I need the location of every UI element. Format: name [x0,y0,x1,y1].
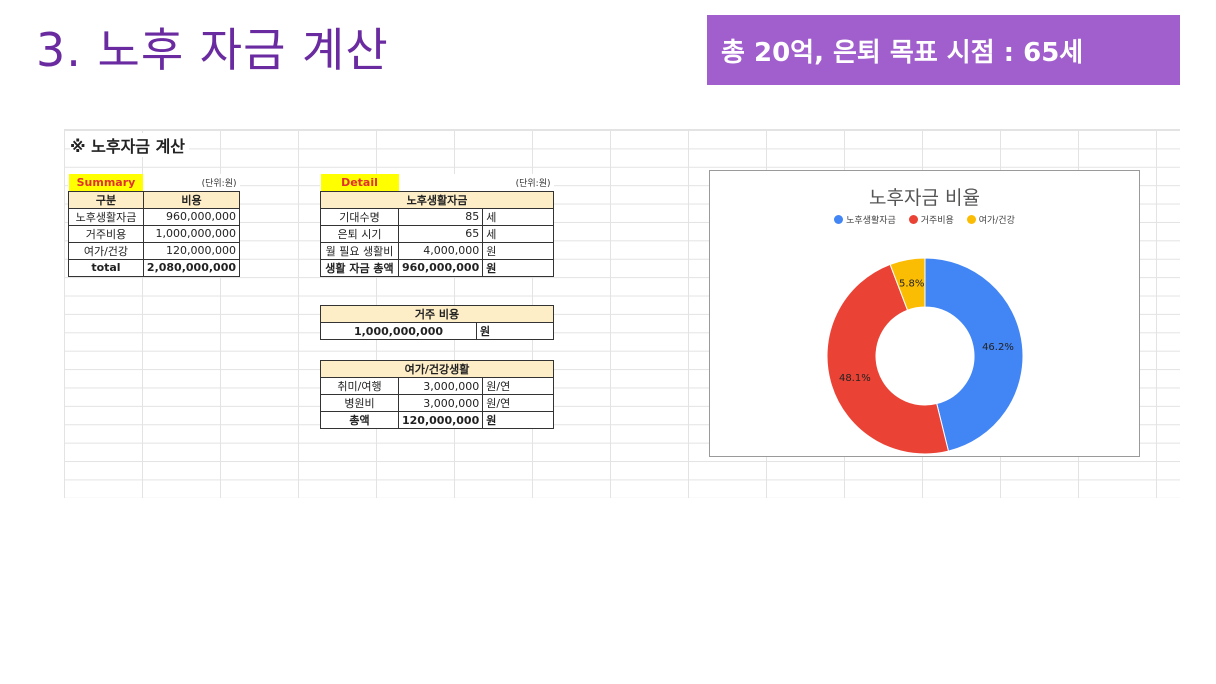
summary-total-value[interactable]: 2,080,000,000 [142,258,241,277]
detail-living-table: Detail (단위:원) 노후생활자금 기대수명 85 세 은퇴 시기 65 … [320,174,554,277]
table-row: 여가/건강 120,000,000 [68,241,241,260]
slice-label-3: 5.8% [899,279,924,290]
legend-label: 여가/건강 [978,216,1015,226]
table-row: 취미/여행 3,000,000 원/연 [320,377,554,395]
detail-housing-table: 거주 비용 1,000,000,000 원 [320,305,554,340]
legend-dot-icon [908,215,918,224]
summary-row-value[interactable]: 1,000,000,000 [142,224,241,243]
slice-label-1: 46.2% [982,342,1014,353]
summary-unit[interactable]: (단위:원) [201,178,237,189]
col-header-cost[interactable]: 비용 [142,190,241,209]
col-header-category[interactable]: 구분 [68,190,144,209]
table-row: 은퇴 시기 65 세 [320,224,554,243]
legend-dot-icon [834,215,844,224]
leisure-total-name[interactable]: 총액 [320,411,399,429]
leisure-row-unit[interactable]: 원/연 [482,377,554,395]
living-row-unit[interactable]: 원 [482,241,554,260]
housing-header[interactable]: 거주 비용 [320,305,554,323]
donut-slice-3[interactable] [889,257,926,311]
table-row: 총액 120,000,000 원 [320,411,554,429]
living-total-name[interactable]: 생활 자금 총액 [320,258,399,277]
chart-legend: 노후생활자금 거주비용 여가/건강 [710,213,1139,226]
leisure-row-value[interactable]: 3,000,000 [397,377,484,395]
table-row: 거주비용 1,000,000,000 [68,224,241,243]
housing-unit[interactable]: 원 [476,322,554,340]
donut-slice-2[interactable] [826,263,950,455]
legend-label: 거주비용 [920,216,954,226]
table-row: 병원비 3,000,000 원/연 [320,394,554,412]
legend-label: 노후생활자금 [846,216,896,226]
donut-chart[interactable]: 노후자금 비율 노후생활자금 거주비용 여가/건강 46.2% 48.1% 5.8% [709,170,1140,457]
donut-svg: 46.2% 48.1% 5.8% [826,257,1024,455]
summary-row-value[interactable]: 120,000,000 [142,241,241,260]
slice-label-2: 48.1% [839,373,871,384]
summary-total-label[interactable]: total [68,258,144,277]
donut-slice-1[interactable] [924,257,1024,452]
summary-row-value[interactable]: 960,000,000 [142,207,241,226]
table-row: 기대수명 85 세 [320,207,554,226]
legend-item[interactable]: 거주비용 [908,213,954,226]
leisure-total-unit[interactable]: 원 [482,411,554,429]
detail-unit[interactable]: (단위:원) [515,178,551,189]
leisure-row-name[interactable]: 취미/여행 [320,377,399,395]
chart-title: 노후자금 비율 [869,187,980,209]
table-row: 노후생활자금 960,000,000 [68,207,241,226]
legend-item[interactable]: 노후생활자금 [834,213,896,226]
leisure-row-value[interactable]: 3,000,000 [397,394,484,412]
living-header[interactable]: 노후생활자금 [320,190,554,209]
living-row-value[interactable]: 65 [397,224,484,243]
table-row: 생활 자금 총액 960,000,000 원 [320,258,554,277]
retirement-goal-banner: 총 20억, 은퇴 목표 시점 : 65세 [707,15,1180,85]
leisure-row-unit[interactable]: 원/연 [482,394,554,412]
table-row: total 2,080,000,000 [68,258,241,277]
detail-label[interactable]: Detail [320,174,399,191]
sheet-title: ※ 노후자금 계산 [70,133,190,157]
living-row-value[interactable]: 85 [397,207,484,226]
detail-leisure-table: 여가/건강생활 취미/여행 3,000,000 원/연 병원비 3,000,00… [320,360,554,429]
table-row: 1,000,000,000 원 [320,322,554,340]
slide-title: 3. 노후 자금 계산 [36,23,389,77]
summary-table: Summary (단위:원) 구분 비용 노후생활자금 960,000,000 … [68,174,241,277]
table-row: 월 필요 생활비 4,000,000 원 [320,241,554,260]
living-row-unit[interactable]: 세 [482,224,554,243]
summary-row-name[interactable]: 노후생활자금 [68,207,144,226]
housing-value[interactable]: 1,000,000,000 [320,322,477,340]
living-row-name[interactable]: 기대수명 [320,207,399,226]
living-row-value[interactable]: 4,000,000 [397,241,484,260]
living-row-name[interactable]: 은퇴 시기 [320,224,399,243]
legend-item[interactable]: 여가/건강 [966,213,1015,226]
leisure-header[interactable]: 여가/건강생활 [320,360,554,378]
summary-row-name[interactable]: 여가/건강 [68,241,144,260]
leisure-row-name[interactable]: 병원비 [320,394,399,412]
living-row-name[interactable]: 월 필요 생활비 [320,241,399,260]
living-row-unit[interactable]: 세 [482,207,554,226]
legend-dot-icon [966,215,976,224]
summary-label[interactable]: Summary [68,174,144,191]
summary-row-name[interactable]: 거주비용 [68,224,144,243]
living-total-unit[interactable]: 원 [482,258,554,277]
living-total-value[interactable]: 960,000,000 [397,258,484,277]
leisure-total-value[interactable]: 120,000,000 [397,411,484,429]
